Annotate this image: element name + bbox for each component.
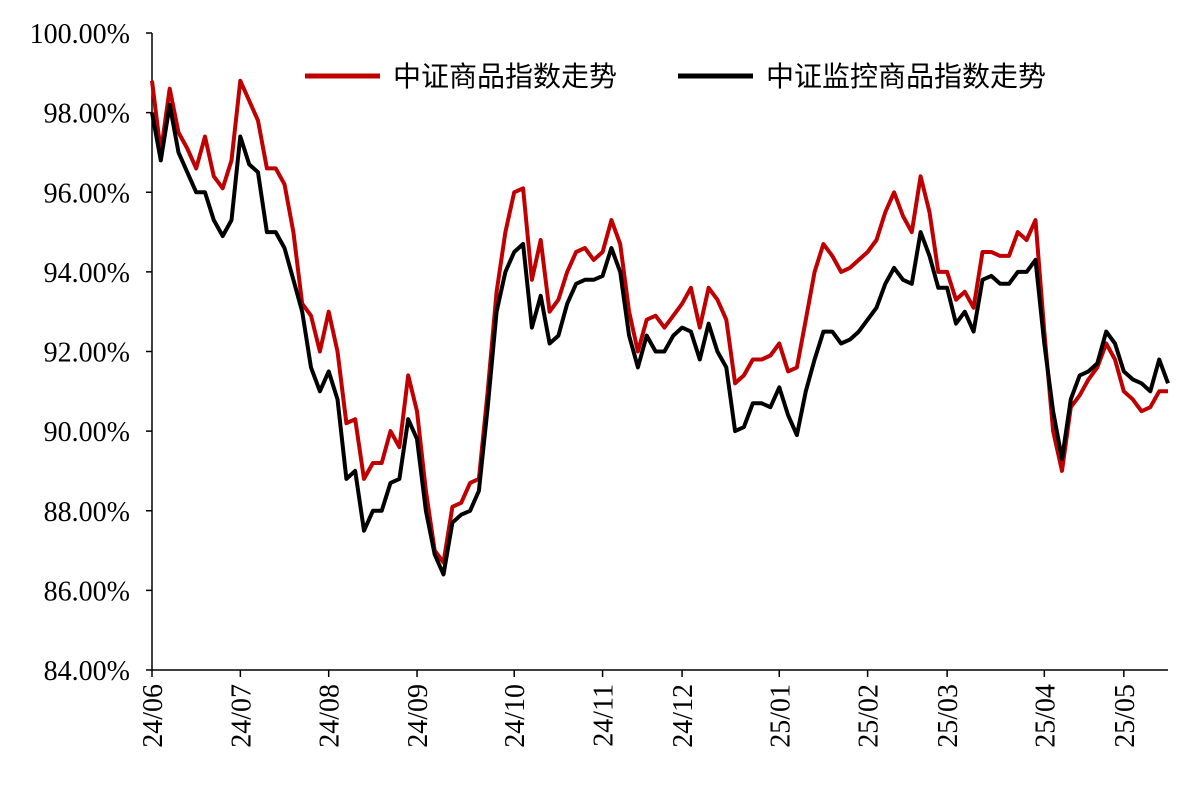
y-tick-label: 90.00% <box>44 417 130 448</box>
legend-label: 中证商品指数走势 <box>393 60 617 93</box>
x-tick-label: 25/01 <box>765 684 796 748</box>
x-tick-label: 25/04 <box>1030 684 1061 748</box>
y-tick-label: 96.00% <box>44 178 130 209</box>
y-tick-label: 86.00% <box>44 576 130 607</box>
y-tick-label: 88.00% <box>44 497 130 528</box>
legend-label: 中证监控商品指数走势 <box>766 60 1046 93</box>
line-series <box>150 78 1168 565</box>
y-tick-label: 94.00% <box>44 258 130 289</box>
x-tick-label: 25/03 <box>933 684 964 748</box>
x-tick-label: 24/10 <box>500 684 531 748</box>
y-tick-label: 92.00% <box>44 338 130 369</box>
x-tick-label: 24/12 <box>668 684 699 748</box>
x-tick-label: 25/02 <box>854 684 885 748</box>
x-tick-label: 24/07 <box>226 684 257 748</box>
x-tick-label: 24/09 <box>403 684 434 748</box>
x-tick-label: 25/05 <box>1110 684 1141 748</box>
y-tick-label: 84.00% <box>44 656 130 687</box>
y-tick-label: 100.00% <box>30 19 130 50</box>
x-tick-label: 24/08 <box>315 684 346 748</box>
x-tick-label: 24/06 <box>138 684 169 748</box>
y-tick-label: 98.00% <box>44 99 130 130</box>
x-tick-label: 24/11 <box>589 684 620 747</box>
line-series <box>150 102 1170 577</box>
